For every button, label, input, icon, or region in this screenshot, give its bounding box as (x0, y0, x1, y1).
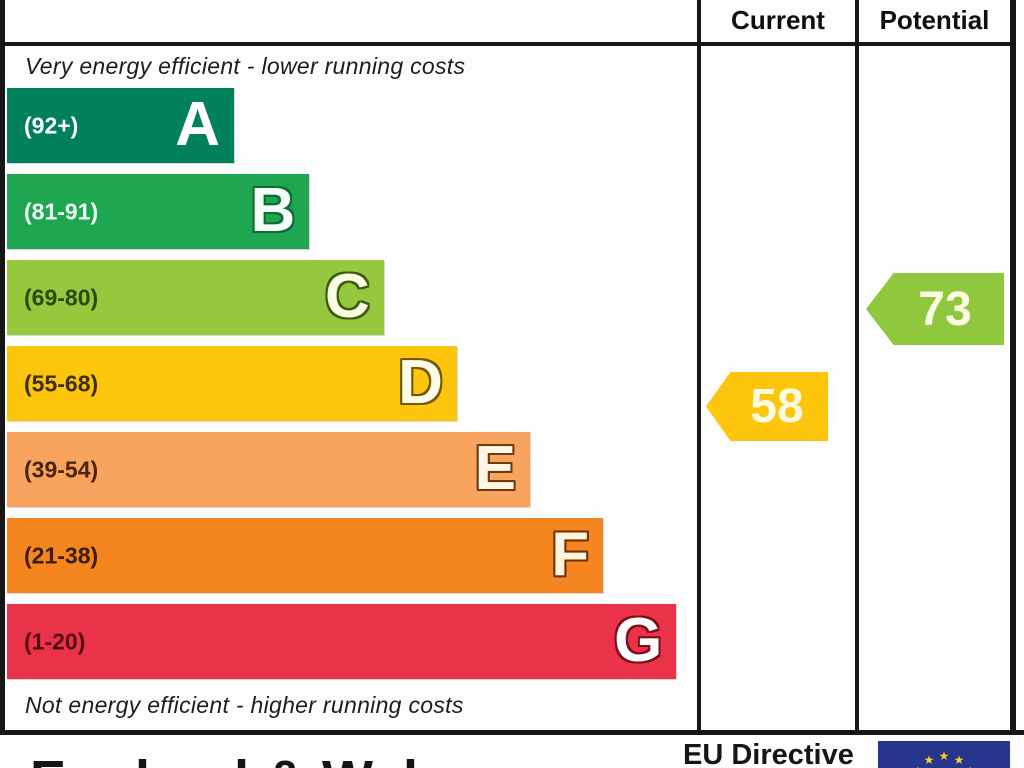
svg-text:★: ★ (939, 749, 950, 763)
band-row-g: (1-20) G (7, 604, 697, 679)
band-row-a: (92+) A (7, 88, 697, 163)
svg-text:★: ★ (913, 764, 924, 768)
svg-text:★: ★ (965, 764, 976, 768)
bottom-caption: Not energy efficient - higher running co… (25, 692, 464, 718)
band-row-c: (69-80) C (7, 260, 697, 335)
left-border (0, 0, 5, 768)
band-letter: E (474, 433, 517, 503)
band-range-label: (21-38) (24, 542, 99, 568)
band-letter: D (398, 347, 443, 417)
band-row-e: (39-54) E (7, 432, 697, 507)
potential-rating-marker: 73 (866, 273, 1004, 345)
band-bar-c: (69-80) C (7, 260, 384, 335)
bands-container: (92+) A (81-91) B (69-80) C (55-68) D (39-54) E (2… (7, 88, 697, 690)
right-border (1010, 0, 1016, 768)
band-letter: G (614, 605, 663, 675)
band-bar-g: (1-20) G (7, 604, 677, 679)
band-range-label: (92+) (24, 112, 79, 138)
svg-text:★: ★ (954, 753, 965, 767)
eu-flag-icon: ★★★★★★★★★★★★ (878, 741, 1010, 768)
band-range-label: (39-54) (24, 456, 99, 482)
band-range-label: (81-91) (24, 198, 99, 224)
band-range-label: (55-68) (24, 370, 99, 396)
band-range-label: (1-20) (24, 628, 86, 654)
region-label: England & Wales (30, 749, 481, 768)
band-bar-b: (81-91) B (7, 174, 310, 249)
band-letter: B (250, 175, 296, 245)
svg-text:★: ★ (924, 753, 935, 767)
band-bar-a: (92+) A (7, 88, 234, 163)
footer-row: England & Wales EU Directive ★★★★★★★★★★★… (0, 735, 1024, 768)
band-bar-d: (55-68) D (7, 346, 457, 421)
band-range-label: (69-80) (24, 284, 99, 310)
band-letter: C (324, 261, 370, 331)
current-rating-marker: 58 (706, 372, 828, 441)
band-letter: A (175, 89, 220, 159)
header-divider (0, 42, 1016, 46)
band-row-d: (55-68) D (7, 346, 697, 421)
top-caption: Very energy efficient - lower running co… (25, 53, 466, 79)
eu-directive-label: EU Directive (683, 739, 854, 768)
band-letter: F (551, 519, 590, 589)
potential-column-header: Potential (879, 5, 990, 35)
band-row-f: (21-38) F (7, 518, 697, 593)
current-column-header: Current (731, 5, 825, 35)
current-rating-value: 58 (750, 380, 804, 433)
current-column-divider (697, 0, 701, 731)
footer-divider (0, 730, 1024, 735)
band-row-b: (81-91) B (7, 174, 697, 249)
potential-rating-value: 73 (918, 282, 972, 336)
potential-column-divider (855, 0, 859, 731)
band-bar-f: (21-38) F (7, 518, 604, 593)
band-bar-e: (39-54) E (7, 432, 531, 507)
